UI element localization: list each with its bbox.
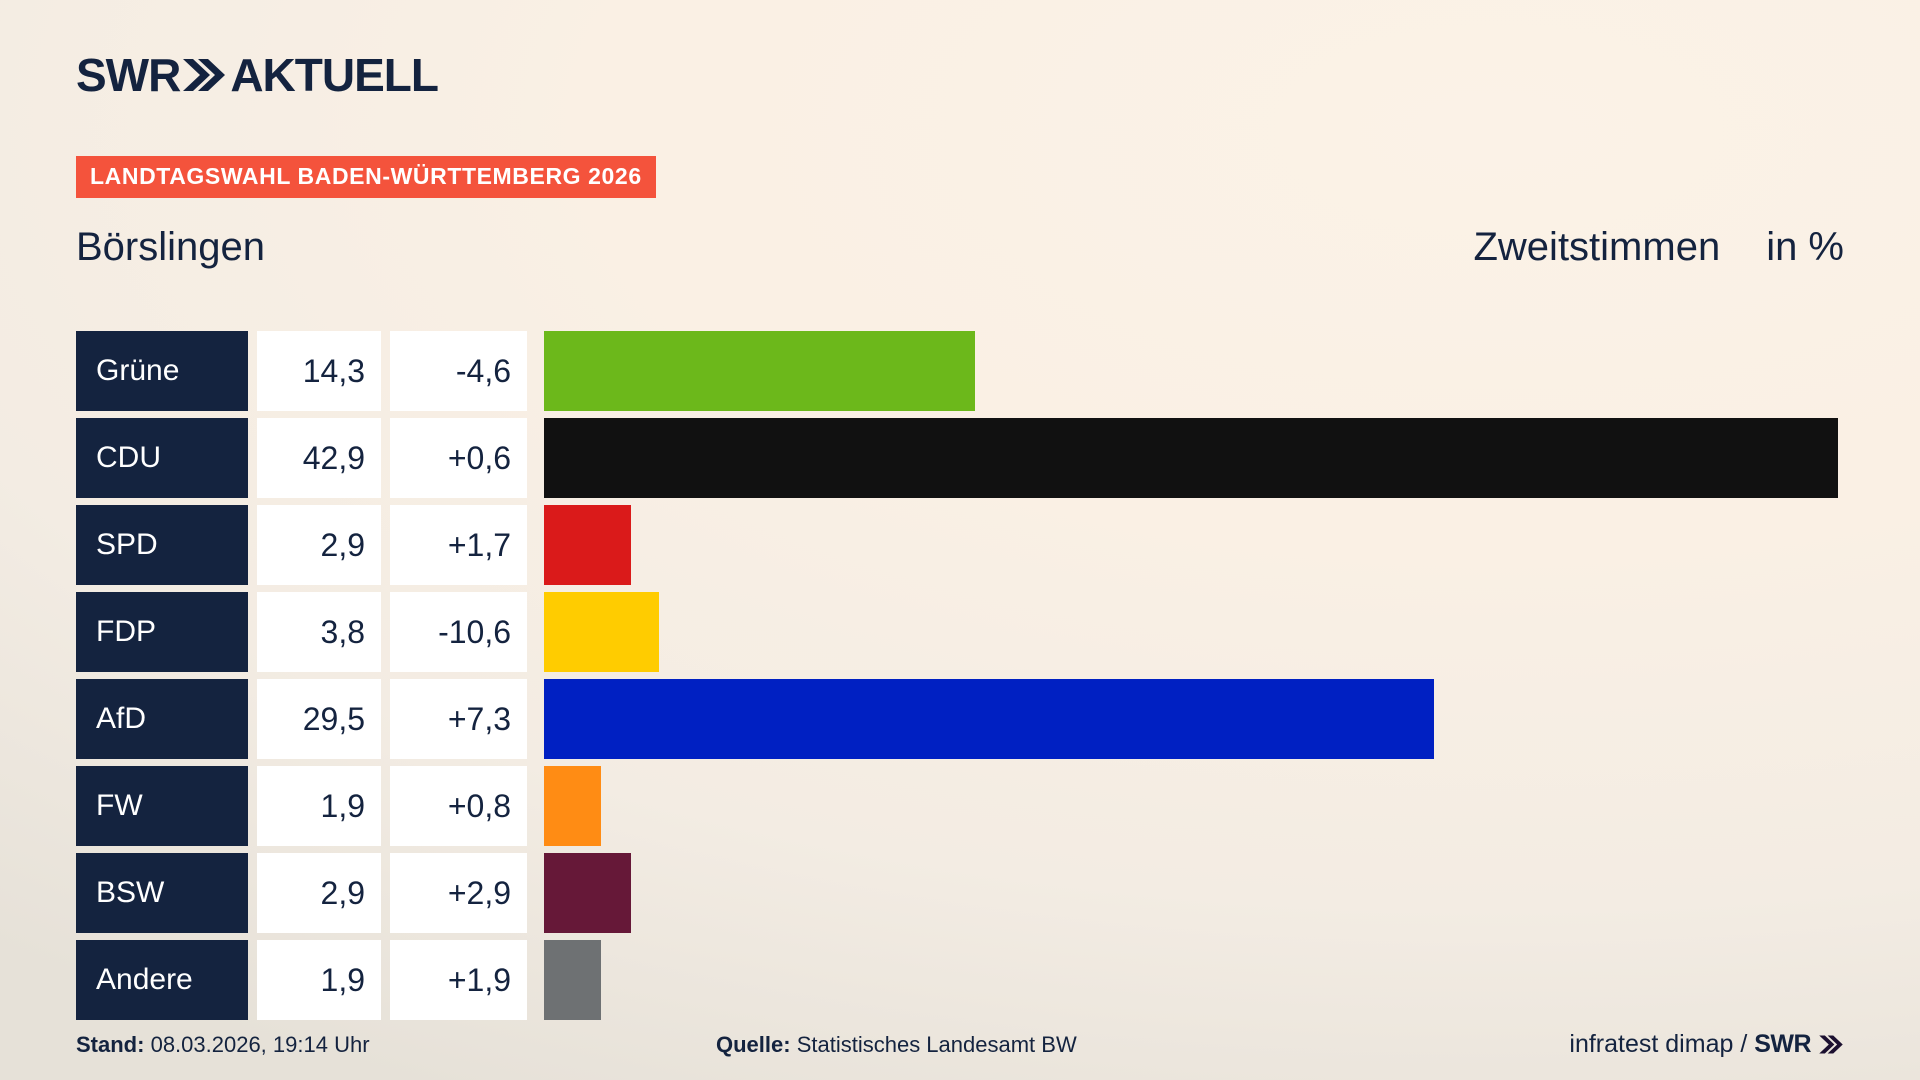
party-label: CDU	[76, 418, 248, 498]
party-change: +0,6	[390, 418, 527, 498]
party-change: -10,6	[390, 592, 527, 672]
party-value: 29,5	[257, 679, 381, 759]
subtitle-row: Börslingen Zweitstimmen in %	[76, 225, 1844, 270]
bar-track	[544, 766, 1844, 846]
party-label: SPD	[76, 505, 248, 585]
quelle-group: Quelle: Statistisches Landesamt BW	[716, 1032, 1569, 1058]
vote-type-group: Zweitstimmen in %	[1473, 225, 1844, 270]
chart-row: FW 1,9 +0,8	[76, 766, 1844, 846]
stand-label: Stand:	[76, 1032, 145, 1057]
stand-group: Stand: 08.03.2026, 19:14 Uhr	[76, 1032, 716, 1058]
bar-track	[544, 418, 1844, 498]
party-label: AfD	[76, 679, 248, 759]
party-value: 1,9	[257, 766, 381, 846]
logo-aktuell-text: AKTUELL	[230, 49, 439, 101]
party-value: 42,9	[257, 418, 381, 498]
party-change: -4,6	[390, 331, 527, 411]
chart-row: SPD 2,9 +1,7	[76, 505, 1844, 585]
party-bar	[544, 331, 976, 411]
vote-type-label: Zweitstimmen	[1473, 225, 1721, 269]
chart-row: CDU 42,9 +0,6	[76, 418, 1844, 498]
bar-track	[544, 853, 1844, 933]
chart-row: Andere 1,9 +1,9	[76, 940, 1844, 1020]
party-label: FDP	[76, 592, 248, 672]
bar-track	[544, 331, 1844, 411]
election-banner: LANDTAGSWAHL BADEN-WÜRTTEMBERG 2026	[76, 156, 656, 198]
party-change: +1,9	[390, 940, 527, 1020]
bar-track	[544, 505, 1844, 585]
party-bar	[544, 418, 1838, 498]
credit-group: infratest dimap / SWR	[1569, 1030, 1844, 1059]
chart-row: AfD 29,5 +7,3	[76, 679, 1844, 759]
party-bar	[544, 853, 632, 933]
party-change: +0,8	[390, 766, 527, 846]
bar-track	[544, 592, 1844, 672]
double-chevron-right-icon	[182, 58, 226, 97]
party-label: Grüne	[76, 331, 248, 411]
credit-text: infratest dimap /	[1569, 1030, 1755, 1058]
party-label: FW	[76, 766, 248, 846]
party-change: +7,3	[390, 679, 527, 759]
swr-aktuell-logo: SWR AKTUELL	[76, 48, 439, 102]
party-bar	[544, 940, 602, 1020]
party-bar	[544, 505, 632, 585]
bar-track	[544, 679, 1844, 759]
party-value: 14,3	[257, 331, 381, 411]
party-bar	[544, 766, 602, 846]
stand-value: 08.03.2026, 19:14 Uhr	[150, 1032, 370, 1057]
party-bar	[544, 592, 659, 672]
credit-swr-text: SWR	[1754, 1030, 1812, 1058]
bar-track	[544, 940, 1844, 1020]
results-chart: Grüne 14,3 -4,6 CDU 42,9 +0,6 SPD 2,9 +1,7 FDP 3,8…	[76, 331, 1844, 1027]
unit-label: in %	[1766, 225, 1844, 269]
party-value: 2,9	[257, 505, 381, 585]
double-chevron-right-icon	[1811, 1030, 1844, 1058]
chart-row: FDP 3,8 -10,6	[76, 592, 1844, 672]
party-bar	[544, 679, 1434, 759]
quelle-label: Quelle:	[716, 1032, 791, 1057]
party-value: 2,9	[257, 853, 381, 933]
party-change: +1,7	[390, 505, 527, 585]
chart-row: BSW 2,9 +2,9	[76, 853, 1844, 933]
region-title: Börslingen	[76, 225, 266, 269]
party-value: 3,8	[257, 592, 381, 672]
party-value: 1,9	[257, 940, 381, 1020]
quelle-value: Statistisches Landesamt BW	[796, 1032, 1077, 1057]
party-change: +2,9	[390, 853, 527, 933]
logo-swr-text: SWR	[76, 49, 181, 101]
party-label: Andere	[76, 940, 248, 1020]
party-label: BSW	[76, 853, 248, 933]
footer: Stand: 08.03.2026, 19:14 Uhr Quelle: Sta…	[76, 1030, 1844, 1059]
chart-row: Grüne 14,3 -4,6	[76, 331, 1844, 411]
